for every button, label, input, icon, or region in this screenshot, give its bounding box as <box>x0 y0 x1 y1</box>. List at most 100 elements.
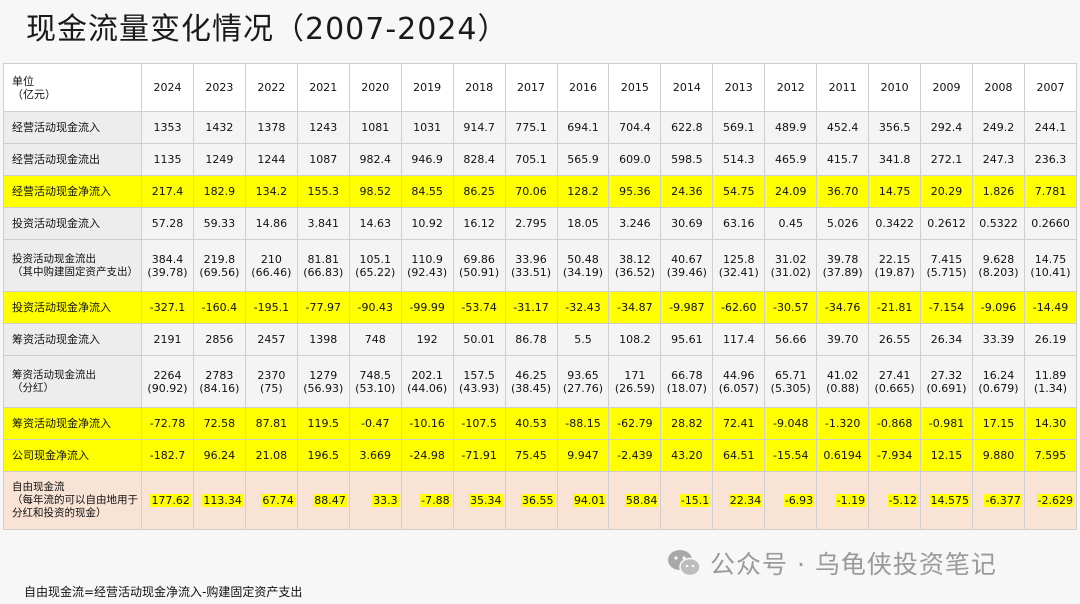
table-cell: 94.01 <box>556 471 610 530</box>
table-row: 经营活动现金净流入 217.4 182.9 134.2 155.3 98.52 84.55 8… <box>3 175 1078 208</box>
table-cell: 72.58 <box>192 407 246 440</box>
table-cell: 569.1 <box>712 111 766 144</box>
table-cell: 182.9 <box>192 175 246 208</box>
table-cell: 1.826 <box>972 175 1025 208</box>
table-cell: 3.246 <box>608 207 662 240</box>
year-header: 2017 <box>504 63 558 112</box>
table-row: 经营活动现金流出 1135 1249 1244 1087 982.4 946.9 828.4 7… <box>3 143 1078 176</box>
table-cell: 33.3 <box>348 471 402 530</box>
table-cell: 196.5 <box>296 439 350 472</box>
table-cell: 598.5 <box>660 143 714 176</box>
table-cell: 704.4 <box>608 111 662 144</box>
unit-label: 单位 （亿元） <box>3 63 142 112</box>
table-cell: 70.06 <box>504 175 558 208</box>
table-cell: -62.79 <box>608 407 662 440</box>
table-row: 投资活动现金净流入 -327.1 -160.4 -195.1 -77.97 -90.43-… <box>3 291 1078 324</box>
year-header: 2010 <box>868 63 922 112</box>
year-header: 2018 <box>452 63 506 112</box>
year-header: 2011 <box>816 63 870 112</box>
table-cell: 2264 (90.92) <box>141 355 194 408</box>
table-cell: 11.89 (1.34) <box>1023 355 1078 408</box>
table-cell: 2457 <box>244 323 298 356</box>
table-cell: 26.19 <box>1023 323 1078 356</box>
table-cell: -0.981 <box>920 407 973 440</box>
table-cell: -182.7 <box>141 439 194 472</box>
table-cell: -1.19 <box>816 471 870 530</box>
table-cell: 3.841 <box>296 207 350 240</box>
watermark-text: 公众号 · 乌龟侠投资笔记 <box>710 550 997 579</box>
table-cell: 20.29 <box>920 175 973 208</box>
table-cell: -53.74 <box>452 291 506 324</box>
table-cell: -9.048 <box>764 407 818 440</box>
table-cell: 9.947 <box>556 439 610 472</box>
table-cell: -31.17 <box>504 291 558 324</box>
table-cell: 86.25 <box>452 175 506 208</box>
year-header: 2009 <box>920 63 973 112</box>
table-cell: 22.15 (19.87) <box>868 239 922 292</box>
table-cell: -77.97 <box>296 291 350 324</box>
table-cell: -72.78 <box>141 407 194 440</box>
table-cell: 1279 (56.93) <box>296 355 350 408</box>
table-cell: -2.439 <box>608 439 662 472</box>
table-cell: 341.8 <box>868 143 922 176</box>
table-cell: 36.70 <box>816 175 870 208</box>
table-cell: 16.24 (0.679) <box>972 355 1025 408</box>
table-cell: 748 <box>348 323 402 356</box>
table-cell: 1378 <box>244 111 298 144</box>
table-cell: 119.5 <box>296 407 350 440</box>
table-cell: 2370 (75) <box>244 355 298 408</box>
table-cell: 622.8 <box>660 111 714 144</box>
table-cell: 88.47 <box>296 471 350 530</box>
table-cell: 247.3 <box>972 143 1025 176</box>
table-cell: 946.9 <box>400 143 454 176</box>
table-cell: -7.934 <box>868 439 922 472</box>
table-cell: 202.1 (44.06) <box>400 355 454 408</box>
wechat-icon <box>668 550 701 577</box>
table-cell: -24.98 <box>400 439 454 472</box>
table-cell: 236.3 <box>1023 143 1078 176</box>
table-cell: -5.12 <box>868 471 922 530</box>
table-cell: 105.1 (65.22) <box>348 239 402 292</box>
table-cell: 59.33 <box>192 207 246 240</box>
table-cell: 0.2660 <box>1023 207 1078 240</box>
table-cell: -88.15 <box>556 407 610 440</box>
table-cell: 117.4 <box>712 323 766 356</box>
table-cell: 40.53 <box>504 407 558 440</box>
table-cell: -99.99 <box>400 291 454 324</box>
year-header: 2016 <box>556 63 610 112</box>
table-cell: 67.74 <box>244 471 298 530</box>
row-label: 经营活动现金流入 <box>3 111 142 144</box>
table-cell: 192 <box>400 323 454 356</box>
table-row: 经营活动现金流入 1353 1432 1378 1243 1081 1031 914.7 775… <box>3 111 1078 144</box>
table-row: 筹资活动现金流出 （分红） 2264 (90.92) 2783 (84.16) 2370 (7… <box>3 355 1078 408</box>
table-cell: 694.1 <box>556 111 610 144</box>
table-cell: 272.1 <box>920 143 973 176</box>
table-cell: 171 (26.59) <box>608 355 662 408</box>
table-cell: 14.63 <box>348 207 402 240</box>
table-cell: 31.02 (31.02) <box>764 239 818 292</box>
table-row: 投资活动现金流入 57.28 59.33 14.86 3.841 14.63 10.92 16… <box>3 207 1078 240</box>
table-cell: -14.49 <box>1023 291 1078 324</box>
table-cell: 125.8 (32.41) <box>712 239 766 292</box>
table-cell: 58.84 <box>608 471 662 530</box>
table-cell: 21.08 <box>244 439 298 472</box>
table-cell: 63.16 <box>712 207 766 240</box>
watermark: 公众号 · 乌龟侠投资笔记 <box>666 545 997 581</box>
table-cell: -15.1 <box>660 471 714 530</box>
table-cell: 113.34 <box>192 471 246 530</box>
table-cell: 609.0 <box>608 143 662 176</box>
table-cell: 5.026 <box>816 207 870 240</box>
table-cell: -0.47 <box>348 407 402 440</box>
table-cell: 64.51 <box>712 439 766 472</box>
table-cell: 18.05 <box>556 207 610 240</box>
table-cell: 14.30 <box>1023 407 1078 440</box>
table-cell: 26.34 <box>920 323 973 356</box>
table-cell: 514.3 <box>712 143 766 176</box>
table-cell: 39.70 <box>816 323 870 356</box>
table-cell: -6.377 <box>972 471 1025 530</box>
table-cell: -327.1 <box>141 291 194 324</box>
year-header: 2019 <box>400 63 454 112</box>
table-cell: 69.86 (50.91) <box>452 239 506 292</box>
row-label: 筹资活动现金流入 <box>3 323 142 356</box>
table-cell: 2856 <box>192 323 246 356</box>
